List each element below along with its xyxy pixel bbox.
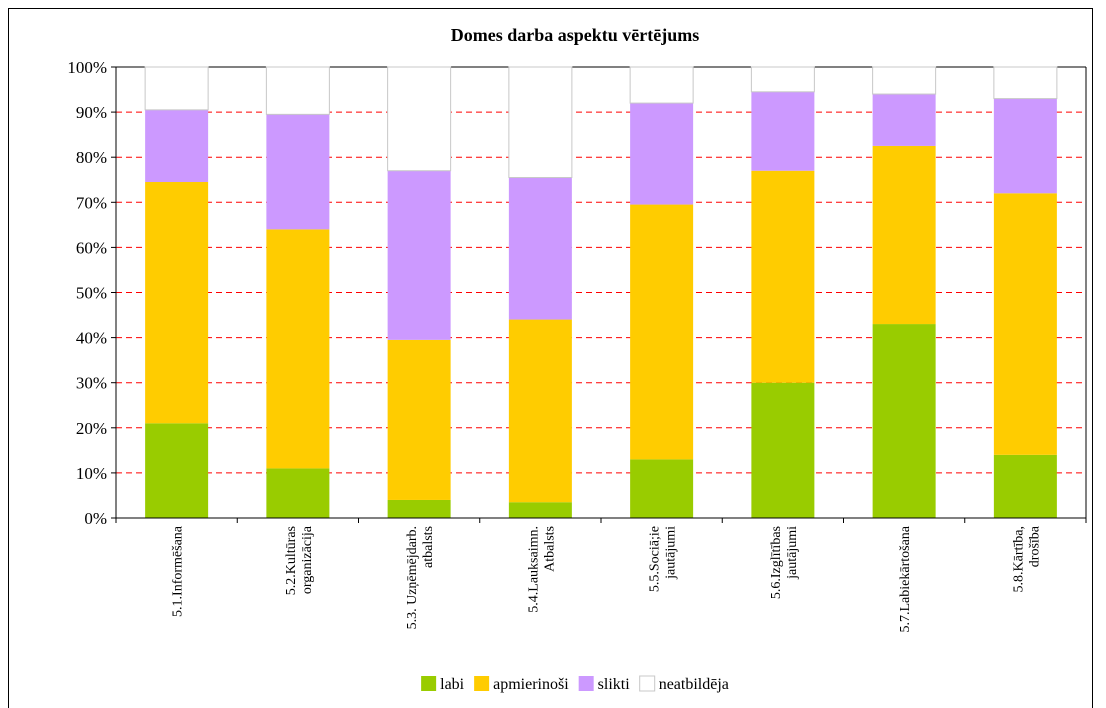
bar-segment <box>266 67 329 114</box>
bar-segment <box>266 114 329 229</box>
y-tick-label: 0% <box>84 509 107 528</box>
x-category-label-line: 5.8.Kārtība, <box>1011 526 1026 592</box>
x-category-label-line: drošība <box>1027 525 1042 567</box>
y-tick-label: 30% <box>76 374 107 393</box>
x-category-label-line: organizācija <box>300 525 315 594</box>
y-tick-label: 60% <box>76 238 107 257</box>
bar-segment <box>509 177 572 319</box>
legend-swatch <box>421 676 436 691</box>
legend-label: slikti <box>598 676 631 693</box>
x-category-label: 5.8.Kārtība, drošība <box>1011 525 1042 592</box>
bar-segment <box>145 110 208 182</box>
bar-segment <box>630 459 693 518</box>
legend-swatch <box>640 676 655 691</box>
bar-segment <box>388 340 451 500</box>
bar-segment <box>145 182 208 423</box>
bar-segment <box>751 383 814 518</box>
bar-segment <box>873 94 936 146</box>
y-tick-label: 90% <box>76 103 107 122</box>
bar-segment <box>751 92 814 171</box>
gridlines <box>116 67 1086 473</box>
x-category-label: 5.7.Labiekārtošana <box>898 525 913 632</box>
x-category-label-line: Atbalsts <box>542 526 557 572</box>
y-tick-label: 10% <box>76 464 107 483</box>
bar-segment <box>509 67 572 177</box>
bar-segment <box>145 423 208 518</box>
chart-canvas: Domes darba aspektu vērtējums 0% 10% 20% 30… <box>9 9 1094 703</box>
y-tick-label: 40% <box>76 329 107 348</box>
bar-segment <box>145 67 208 110</box>
bar-segment <box>873 324 936 518</box>
legend-label: labi <box>440 676 465 693</box>
x-category-label: 5.6.Izglītības jautājumi <box>769 526 800 599</box>
bar-segment <box>388 500 451 518</box>
bar-segment <box>873 146 936 324</box>
legend-label: apmierinoši <box>493 676 569 693</box>
chart-title: Domes darba aspektu vērtējums <box>451 25 699 45</box>
y-tick-label: 100% <box>67 58 107 77</box>
x-category-label: 5.5.Sociā;ie jautājumi <box>648 526 679 592</box>
x-category-label: 5.2.Kultūras organizācija <box>284 525 315 595</box>
bar-segment <box>509 320 572 503</box>
bar-segment <box>994 67 1057 99</box>
bar-segment <box>388 67 451 171</box>
bar-segment <box>630 103 693 204</box>
bar-segment <box>509 502 572 518</box>
legend-swatch <box>474 676 489 691</box>
x-category-label-line: jautājumi <box>664 526 679 580</box>
bar-segment <box>630 205 693 460</box>
legend-swatch <box>579 676 594 691</box>
x-category-label-line: 5.4.Lauksaimn. <box>526 526 541 613</box>
x-category-label-line: 5.5.Sociā;ie <box>648 526 663 592</box>
bar-segment <box>266 468 329 518</box>
bar-segment <box>751 67 814 92</box>
legend: labi apmierinoši slikti neatbildēja <box>421 676 729 693</box>
x-category-label: 5.1.Informēšana <box>171 525 186 617</box>
bar-segment <box>751 171 814 383</box>
y-tick-label: 20% <box>76 419 107 438</box>
x-category-label: 5.3. Uzņēmējdarb. atbalsts <box>405 526 436 629</box>
bar-segment <box>630 67 693 103</box>
bar-segment <box>388 171 451 340</box>
x-category-label-line: atbalsts <box>421 526 436 568</box>
chart-frame: Domes darba aspektu vērtējums 0% 10% 20% 30… <box>8 8 1093 708</box>
bar-segment <box>994 193 1057 455</box>
x-category-label-line: 5.1.Informēšana <box>171 525 186 617</box>
bar-segment <box>994 455 1057 518</box>
legend-label: neatbildēja <box>659 676 729 693</box>
x-category-label-line: 5.7.Labiekārtošana <box>898 525 913 632</box>
x-category-label-line: jautājumi <box>785 526 800 580</box>
bar-segment <box>873 67 936 94</box>
bar-segment <box>266 229 329 468</box>
y-tick-label: 50% <box>76 284 107 303</box>
y-tick-label: 80% <box>76 148 107 167</box>
bar-segment <box>994 99 1057 194</box>
x-category-label-line: 5.6.Izglītības <box>769 526 784 599</box>
x-category-label: 5.4.Lauksaimn. Atbalsts <box>526 526 557 613</box>
y-tick-label: 70% <box>76 193 107 212</box>
x-category-label-line: 5.2.Kultūras <box>284 526 299 595</box>
x-category-label-line: 5.3. Uzņēmējdarb. <box>405 526 420 629</box>
